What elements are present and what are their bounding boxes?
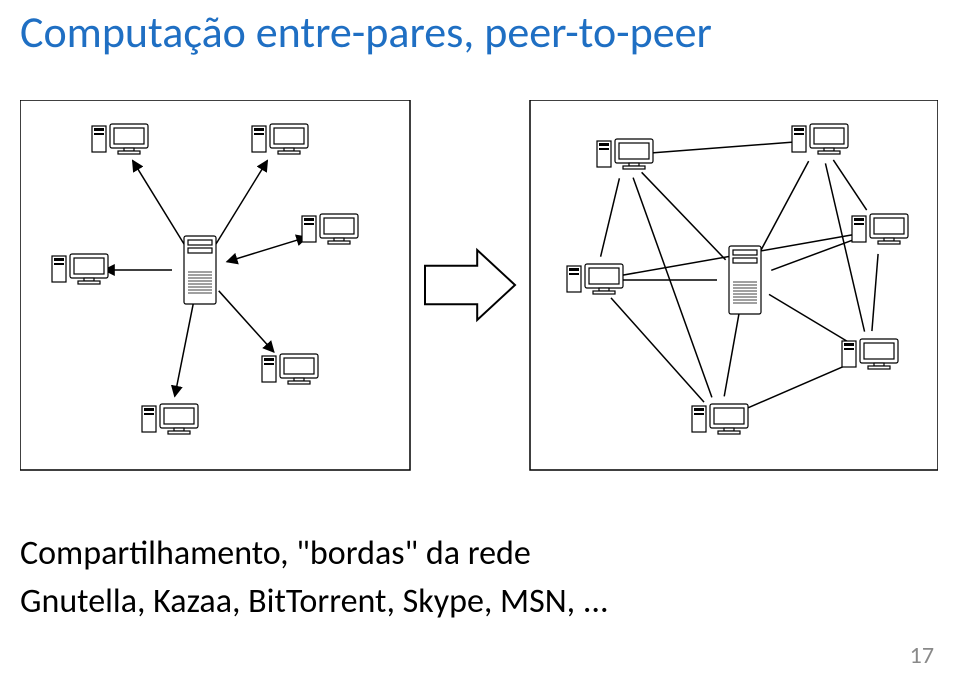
page-number: 17 (910, 641, 934, 670)
slide-title: Computação entre-pares, peer-to-peer (20, 5, 712, 59)
body-line-1: Compartilhamento, "bordas" da rede (20, 530, 609, 578)
diagram-area (20, 100, 938, 500)
body-line-2: Gnutella, Kazaa, BitTorrent, Skype, MSN,… (20, 578, 609, 626)
network-diagram (20, 100, 938, 500)
body-text: Compartilhamento, "bordas" da rede Gnute… (20, 530, 609, 626)
